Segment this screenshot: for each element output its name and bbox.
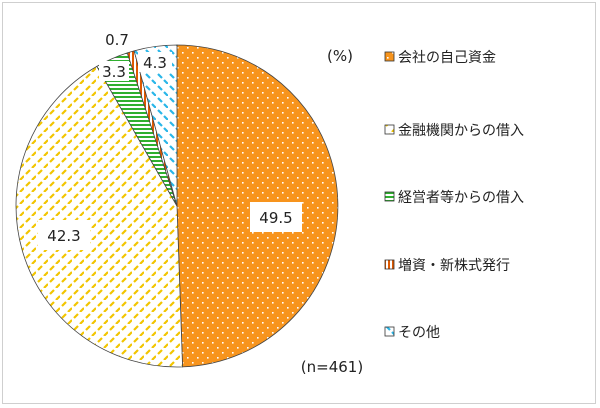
legend-swatch-4 xyxy=(384,326,395,337)
legend-label-1: 金融機関からの借入 xyxy=(398,123,524,139)
legend-swatch-3 xyxy=(384,259,395,270)
legend-item-4: その他 xyxy=(384,325,440,341)
legend-item-1: 金融機関からの借入 xyxy=(384,123,524,139)
legend-label-3: 増資・新株式発行 xyxy=(398,258,510,274)
pie-slice-1 xyxy=(15,65,183,368)
legend-swatch-2 xyxy=(384,191,395,202)
legend-item-0: 会社の自己資金 xyxy=(384,50,496,66)
slice-label-3: 0.7 xyxy=(105,31,129,49)
label-bg-slice-0 xyxy=(250,202,302,232)
pie-slice-4 xyxy=(133,44,178,207)
slice-label-0: 49.5 xyxy=(259,209,292,227)
label-bg-slice-1 xyxy=(38,220,90,250)
legend: 会社の自己資金 金融機関からの借入 経営者等からの借入 増資・新株式発行 その他 xyxy=(384,50,524,341)
unit-label: (%) xyxy=(327,47,353,65)
legend-swatch-0 xyxy=(384,51,395,62)
slice-label-4: 4.3 xyxy=(143,54,167,72)
n-label: (n=461) xyxy=(301,358,363,376)
label-bg-slice-4 xyxy=(138,52,172,72)
legend-swatch-1 xyxy=(384,124,395,135)
legend-label-4: その他 xyxy=(398,325,440,341)
legend-label-0: 会社の自己資金 xyxy=(398,50,496,66)
legend-item-3: 増資・新株式発行 xyxy=(384,258,510,274)
legend-item-2: 経営者等からの借入 xyxy=(384,189,524,206)
label-bg-slice-2 xyxy=(99,61,129,81)
legend-label-2: 経営者等からの借入 xyxy=(398,189,524,206)
slice-label-1: 42.3 xyxy=(47,227,80,245)
slice-label-2: 3.3 xyxy=(102,63,126,81)
